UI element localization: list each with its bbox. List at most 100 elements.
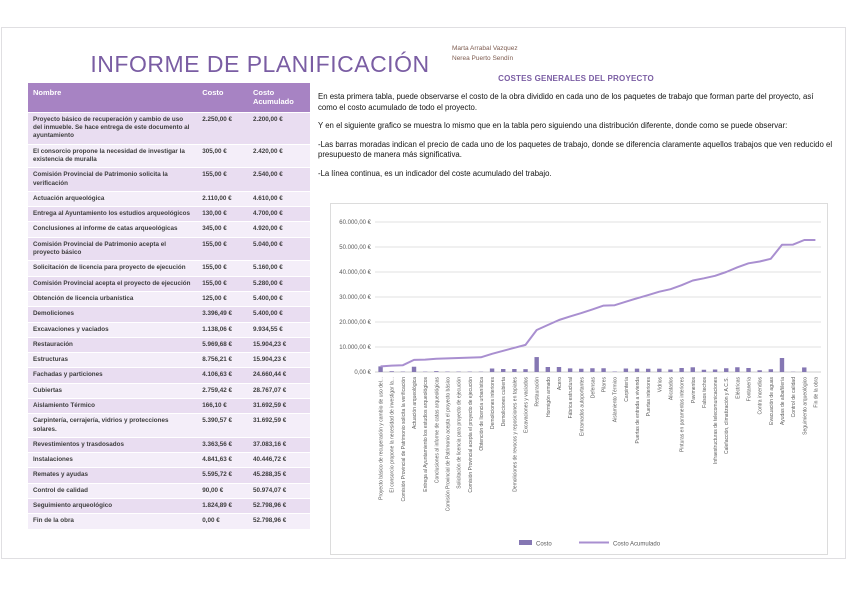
line-note-paragraph: -La línea continua, es un indicador del … — [318, 168, 552, 178]
svg-text:Proyecto básico de recuperació: Proyecto básico de recuperación y cambio… — [379, 377, 385, 500]
table-row: Fachadas y particiones 4.106,63 €24.660,4… — [28, 368, 310, 383]
row-name: Entrega al Ayuntamiento los estudios arq… — [28, 207, 198, 222]
table-row: Remates y ayudas 5.595,72 €45.288,35 € — [28, 468, 310, 483]
svg-text:Fin de la obra: Fin de la obra — [813, 377, 819, 408]
right-column: COSTES GENERALES DEL PROYECTO En esta pr… — [318, 74, 834, 187]
row-costo-acumulado: 4.700,00 € — [247, 207, 310, 222]
table-row: Control de calidad 90,00 €50.974,07 € — [28, 483, 310, 499]
table-row: Restauración 5.969,68 €15.904,23 € — [28, 337, 310, 353]
svg-text:Demoliciones de revocos y repo: Demoliciones de revocos y reposiciones e… — [512, 377, 518, 492]
row-costo: 5.969,68 € — [197, 337, 248, 353]
table-row: Demoliciones 3.396,49 €5.400,00 € — [28, 307, 310, 322]
svg-text:Acero: Acero — [557, 377, 563, 390]
row-costo-acumulado: 52.798,96 € — [247, 514, 310, 529]
table-header-row: Nombre Costo Costo Acumulado — [28, 83, 310, 112]
svg-text:Infraestructuras de telecomuni: Infraestructuras de telecomunicaciones — [713, 377, 719, 464]
svg-text:Hormigón armado: Hormigón armado — [546, 377, 552, 417]
svg-text:Defensas: Defensas — [590, 377, 596, 399]
svg-text:Obtención de licencia urbaníst: Obtención de licencia urbanística — [479, 377, 485, 451]
row-costo-acumulado: 2.420,00 € — [247, 144, 310, 168]
svg-text:Comisión Provincial de Patrimo: Comisión Provincial de Patrimonio solici… — [401, 377, 407, 502]
row-name: Demoliciones — [28, 307, 198, 322]
row-name: Comisión Provincial de Patrimonio acepta… — [28, 237, 198, 261]
svg-text:Puertas de entrada a vivienda: Puertas de entrada a vivienda — [635, 377, 641, 444]
table-row: Excavaciones y vaciados 1.138,06 €9.934,5… — [28, 322, 310, 337]
svg-text:60.000,00 €: 60.000,00 € — [339, 220, 371, 226]
svg-text:Seguimiento arqueológico: Seguimiento arqueológico — [802, 377, 808, 435]
row-costo: 155,00 € — [197, 261, 248, 276]
row-costo-acumulado: 28.767,07 € — [247, 383, 310, 398]
cost-table-body: Proyecto básico de recuperación y cambio… — [28, 112, 310, 529]
chart-x-labels: Proyecto básico de recuperación y cambio… — [379, 377, 820, 512]
row-costo-acumulado: 50.974,07 € — [247, 483, 310, 499]
table-row: Actuación arqueológica 2.110,00 €4.610,00… — [28, 191, 310, 207]
author-name: Marta Arrabal Vazquez — [452, 45, 518, 52]
row-costo-acumulado: 52.798,96 € — [247, 499, 310, 514]
svg-text:Entrega al Ayuntamiento los es: Entrega al Ayuntamiento los estudios arq… — [423, 377, 429, 492]
row-costo: 2.759,42 € — [197, 383, 248, 398]
column-header-nombre: Nombre — [28, 83, 198, 112]
row-name: Restauración — [28, 337, 198, 353]
chart-bars — [378, 357, 807, 372]
svg-text:Solicitación de licencia para: Solicitación de licencia para proyecto d… — [457, 377, 463, 489]
row-costo: 0,00 € — [197, 514, 248, 529]
row-costo: 5.390,57 € — [197, 414, 248, 437]
table-row: Seguimiento arqueológico 1.824,89 €52.798… — [28, 499, 310, 514]
svg-text:Pilares: Pilares — [602, 377, 608, 393]
row-name: Revestimientos y trasdosados — [28, 437, 198, 453]
table-row: Cubiertas 2.759,42 €28.767,07 € — [28, 383, 310, 398]
row-costo-acumulado: 37.083,16 € — [247, 437, 310, 453]
table-row: Estructuras 8.756,21 €15.904,23 € — [28, 353, 310, 368]
column-header-costo-acumulado: Costo Acumulado — [247, 83, 310, 112]
table-row: Conclusiones al informe de catas arqueol… — [28, 222, 310, 237]
svg-text:20.000,00 €: 20.000,00 € — [339, 320, 371, 326]
svg-text:0,00 €: 0,00 € — [354, 370, 371, 376]
svg-text:Puertas interiores: Puertas interiores — [646, 377, 652, 417]
legend-bar-swatch — [519, 540, 532, 545]
costs-chart-container: 0,00 € 10.000,00 € 20.000,00 € 30.000,00 € 4… — [330, 203, 828, 555]
svg-text:Eléctricas: Eléctricas — [735, 377, 741, 399]
row-name: Estructuras — [28, 353, 198, 368]
row-name: El consorcio propone la necesidad de inv… — [28, 144, 198, 168]
svg-text:Actuación arqueológica: Actuación arqueológica — [412, 377, 418, 429]
table-row: Obtención de licencia urbanística 125,00 … — [28, 291, 310, 307]
row-name: Cubiertas — [28, 383, 198, 398]
svg-text:Pavimentos: Pavimentos — [691, 377, 697, 404]
row-name: Solicitación de licencia para proyecto d… — [28, 261, 198, 276]
svg-text:30.000,00 €: 30.000,00 € — [339, 295, 371, 301]
row-costo: 90,00 € — [197, 483, 248, 499]
chart-intro-paragraph: Y en el siguiente grafico se muestra lo … — [318, 121, 788, 131]
svg-text:Restauración: Restauración — [535, 377, 541, 407]
row-costo-acumulado: 4.610,00 € — [247, 191, 310, 207]
row-costo-acumulado: 24.660,44 € — [247, 368, 310, 383]
author-name: Nerea Puerto Sendín — [452, 55, 514, 63]
row-costo-acumulado: 5.160,00 € — [247, 261, 310, 276]
row-costo-acumulado: 9.934,55 € — [247, 322, 310, 337]
row-name: Aislamiento Térmico — [28, 398, 198, 414]
row-costo: 345,00 € — [197, 222, 248, 237]
table-row: Comisión Provincial de Patrimonio solici… — [28, 168, 310, 191]
table-row: Comisión Provincial de Patrimonio acepta… — [28, 237, 310, 261]
svg-text:40.000,00 €: 40.000,00 € — [339, 270, 371, 276]
svg-text:Costo Acumulado: Costo Acumulado — [613, 542, 661, 548]
row-costo: 1.824,89 € — [197, 499, 248, 514]
row-costo: 2.250,00 € — [197, 112, 248, 144]
svg-text:Costo: Costo — [536, 542, 552, 548]
row-name: Fin de la obra — [28, 514, 198, 529]
svg-text:Fábrica estructural: Fábrica estructural — [568, 377, 574, 418]
row-costo-acumulado: 5.280,00 € — [247, 276, 310, 291]
row-costo: 8.756,21 € — [197, 353, 248, 368]
chart-gridlines: 0,00 € 10.000,00 € 20.000,00 € 30.000,00 € 4… — [339, 220, 821, 376]
row-costo-acumulado: 31.692,59 € — [247, 414, 310, 437]
row-costo-acumulado: 45.288,35 € — [247, 468, 310, 483]
row-costo: 3.396,49 € — [197, 307, 248, 322]
bars-note-paragraph: -Las barras moradas indican el precio de… — [318, 139, 833, 160]
row-costo: 4.106,63 € — [197, 368, 248, 383]
table-row: Fin de la obra 0,00 €52.798,96 € — [28, 514, 310, 529]
costs-chart: 0,00 € 10.000,00 € 20.000,00 € 30.000,00 € 4… — [339, 220, 821, 548]
column-header-costo: Costo — [197, 83, 248, 112]
section-title: COSTES GENERALES DEL PROYECTO — [498, 74, 654, 83]
row-name: Carpintería, cerrajería, vidrios y prote… — [28, 414, 198, 437]
svg-text:Excavaciones y vaciados: Excavaciones y vaciados — [524, 377, 530, 433]
row-name: Obtención de licencia urbanística — [28, 291, 198, 307]
